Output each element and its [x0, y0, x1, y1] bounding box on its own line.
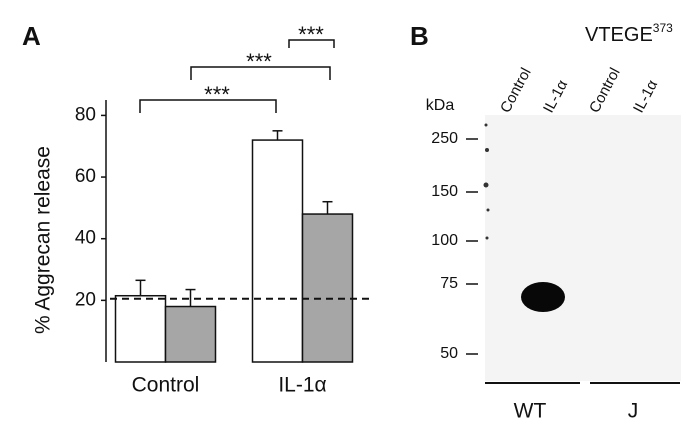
bar: [164, 305, 217, 363]
lane-label: Control: [497, 65, 535, 116]
bracket: [288, 39, 335, 48]
significance: ***: [204, 82, 230, 107]
lane-label: IL-1α: [540, 77, 571, 116]
significance: ***: [298, 22, 324, 47]
bar: [301, 213, 354, 363]
bracket: [139, 99, 277, 113]
y-tick-label: 60: [75, 166, 96, 187]
marker-label: 150: [431, 183, 458, 200]
title-text: VTEGE: [585, 24, 653, 46]
marker-label: 250: [431, 130, 458, 147]
bracket: [190, 66, 331, 80]
group-label: J: [628, 400, 639, 423]
significance-brackets: [139, 39, 335, 113]
panel-label: A: [22, 21, 41, 51]
blot-speckles: [483, 123, 490, 240]
group-label: WT: [514, 400, 547, 423]
unit-label: kDa: [426, 97, 455, 114]
blot-title: VTEGE373: [585, 21, 673, 46]
marker-label: 50: [440, 345, 458, 362]
bar: [114, 294, 167, 363]
panel-label: B: [410, 21, 429, 51]
blot-membrane: [485, 115, 681, 381]
bar: [251, 139, 304, 363]
lane-label: IL-1α: [630, 77, 661, 116]
y-tick-label: 20: [75, 289, 96, 310]
lane-label: Control: [586, 65, 624, 116]
y-tick-label: 80: [75, 104, 96, 125]
y-axis-label: % Aggrecan release: [32, 146, 55, 334]
x-tick-label: Control: [132, 374, 200, 397]
x-tick-label: IL-1α: [278, 374, 326, 397]
blot-panel: VTEGE373 kDa WT J: [426, 21, 681, 423]
significance: ***: [246, 49, 272, 74]
blot-band: [521, 282, 565, 312]
y-tick-label: 40: [75, 228, 96, 249]
marker-label: 75: [440, 275, 458, 292]
title-superscript: 373: [653, 21, 673, 35]
marker-label: 100: [431, 232, 458, 249]
